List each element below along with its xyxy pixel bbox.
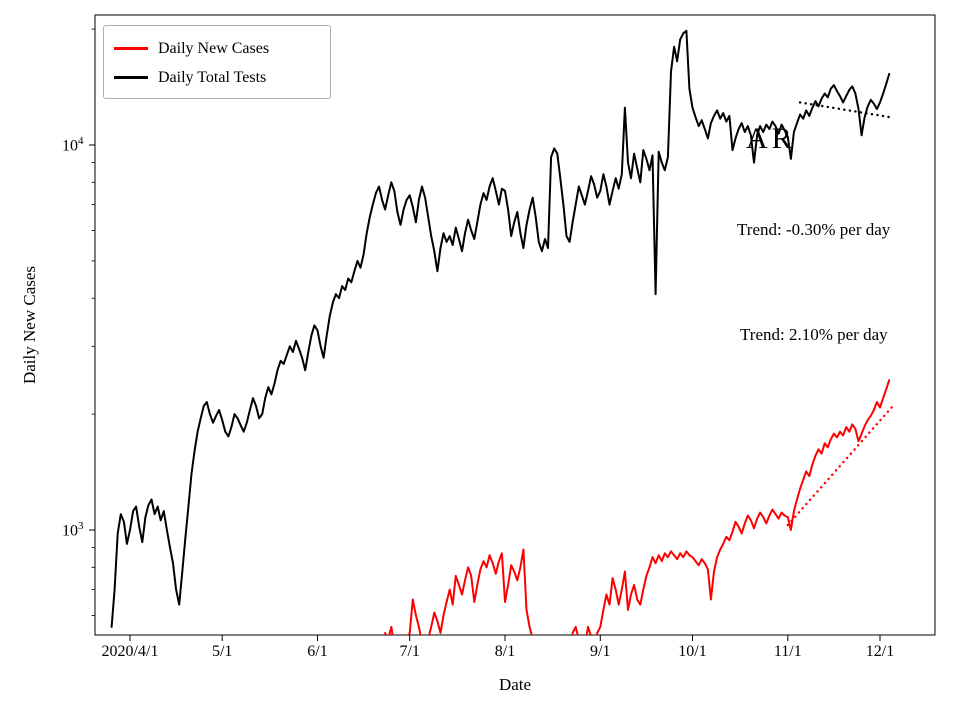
series-daily-new-cases-trend [786, 405, 894, 527]
y-tick-label-1e4: 104 [62, 135, 84, 155]
y-axis-label: Daily New Cases [20, 265, 39, 385]
legend-label-daily-new-cases: Daily New Cases [158, 39, 270, 57]
x-tick-label: 6/1 [307, 643, 328, 660]
legend: Daily New Cases Daily Total Tests [103, 25, 331, 99]
x-tick-label: 5/1 [211, 643, 233, 660]
series-daily-total-tests [110, 29, 891, 628]
black-line-sample-icon [114, 76, 148, 79]
x-axis-label: Date [498, 675, 532, 694]
state-label: AR [746, 122, 796, 155]
y-tick-label-1e3: 103 [62, 520, 84, 540]
series-daily-total-tests-trend [798, 101, 894, 119]
legend-entry-daily-total-tests: Daily Total Tests [114, 63, 320, 92]
legend-label-daily-total-tests: Daily Total Tests [158, 68, 267, 86]
x-tick-label: 10/1 [678, 643, 707, 660]
series-daily-new-cases [384, 379, 891, 635]
legend-entry-daily-new-cases: Daily New Cases [114, 34, 320, 63]
plot-frame [94, 14, 936, 636]
x-tick-label: 7/1 [399, 643, 420, 660]
tests-trend-annotation: Trend: -0.30% per day [737, 220, 891, 239]
x-tick-label: 2020/4/1 [101, 643, 159, 660]
cases-trend-annotation: Trend: 2.10% per day [740, 325, 888, 344]
red-line-sample-icon [114, 47, 148, 50]
x-tick-label: 8/1 [494, 643, 516, 660]
x-tick-label: 11/1 [773, 643, 802, 660]
x-tick-label: 9/1 [590, 643, 611, 660]
x-tick-label: 12/1 [865, 643, 895, 660]
